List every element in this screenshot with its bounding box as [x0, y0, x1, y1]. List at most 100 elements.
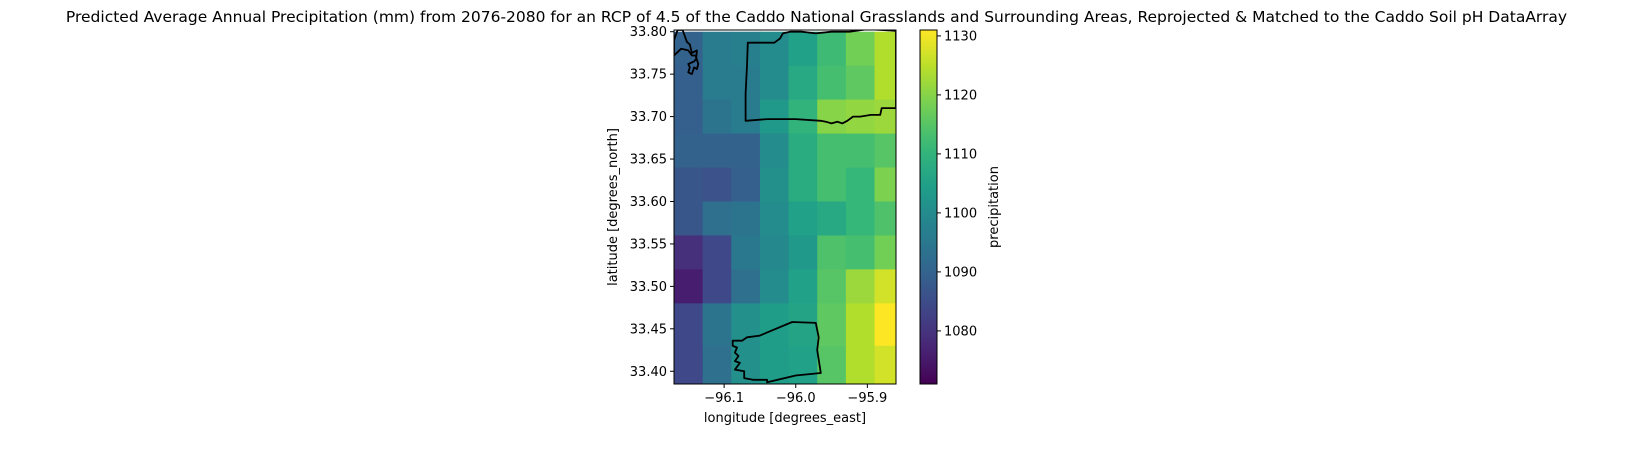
- x-tick-label: −95.9: [847, 391, 887, 406]
- y-tick-label: 33.80: [630, 25, 667, 40]
- heatmap-cell: [759, 167, 790, 203]
- heatmap-cell: [702, 133, 732, 169]
- y-tick-label: 33.70: [630, 110, 667, 125]
- heatmap-cell: [874, 133, 896, 169]
- heatmap-cell: [674, 201, 704, 237]
- heatmap-cell: [731, 31, 761, 67]
- heatmap-cell: [874, 31, 896, 67]
- x-axis: −96.1 −96.0 −95.9: [704, 384, 887, 406]
- heatmap-cell: [674, 303, 704, 347]
- heatmap-cell: [845, 65, 876, 101]
- heatmap-cell: [845, 345, 876, 384]
- heatmap-cell: [817, 303, 847, 347]
- colorbar-tick-label: 1130: [944, 29, 977, 44]
- heatmap-cell: [817, 99, 847, 135]
- heatmap-cell: [759, 99, 790, 135]
- heatmap-cell: [845, 303, 876, 347]
- chart-title: Predicted Average Annual Precipitation (…: [65, 8, 1568, 26]
- y-tick-label: 33.40: [630, 365, 667, 380]
- heatmap-cell: [845, 133, 876, 169]
- heatmap-cell: [817, 201, 847, 237]
- heatmap-cell: [674, 133, 704, 169]
- heatmap-cell: [788, 133, 818, 169]
- heatmap-cell: [759, 65, 790, 101]
- colorbar: [919, 29, 938, 385]
- y-tick-label: 33.60: [630, 195, 667, 210]
- heatmap-cell: [845, 201, 876, 237]
- heatmap-cell: [874, 65, 896, 101]
- colorbar-tick-label: 1080: [944, 324, 977, 339]
- heatmap-cell: [845, 235, 876, 270]
- heatmap-cell: [702, 345, 732, 384]
- y-tick-label: 33.65: [630, 153, 667, 168]
- heatmap-cell: [788, 235, 818, 270]
- heatmap-cell: [817, 31, 847, 67]
- heatmap-cell: [759, 345, 790, 384]
- y-axis: 33.40 33.45 33.50 33.55 33.60 33.65 33.70 33.75…: [630, 25, 674, 380]
- colorbar-axis: 1080 1090 1100 1110 1120 1130: [937, 29, 977, 339]
- heatmap-cell: [731, 269, 761, 304]
- grassland-boundaries: [674, 30, 896, 384]
- heatmap-cell: [874, 235, 896, 270]
- heatmap-cell: [702, 303, 732, 347]
- heatmap-cell: [817, 235, 847, 270]
- heatmap-cell: [674, 345, 704, 384]
- heatmap-cell: [874, 269, 896, 304]
- heatmap-cell: [788, 65, 818, 101]
- heatmap-cell: [674, 167, 704, 203]
- x-tick-label: −96.0: [776, 391, 816, 406]
- boundary-outline: [674, 30, 700, 75]
- heatmap-cell: [817, 65, 847, 101]
- colorbar-tick-label: 1090: [944, 265, 977, 280]
- heatmap-cell: [759, 269, 790, 304]
- heatmap-cell: [817, 133, 847, 169]
- y-tick-label: 33.55: [630, 237, 667, 252]
- colorbar-label: precipitation: [987, 166, 1002, 248]
- heatmap-cell: [674, 31, 704, 67]
- heatmap-cell: [845, 269, 876, 304]
- heatmap-cell: [702, 201, 732, 237]
- heatmap-cell: [674, 99, 704, 135]
- colorbar-tick-label: 1100: [944, 206, 977, 221]
- x-axis-label: longitude [degrees_east]: [704, 411, 866, 426]
- heatmap-cell: [731, 235, 761, 270]
- heatmap-cell: [788, 345, 818, 384]
- y-axis-label: latitude [degrees_north]: [606, 128, 621, 286]
- heatmap-cell: [874, 303, 896, 347]
- heatmap-cell: [845, 31, 876, 67]
- heatmap-cell: [874, 167, 896, 203]
- heatmap-cell: [759, 201, 790, 237]
- heatmap-cell: [874, 201, 896, 237]
- heatmap-cell: [702, 235, 732, 270]
- heatmap-cell: [731, 303, 761, 347]
- heatmap-cell: [702, 31, 732, 67]
- heatmap-cell: [788, 201, 818, 237]
- heatmap-cell: [788, 269, 818, 304]
- heatmap-cell: [702, 65, 732, 101]
- heatmap-cell: [788, 167, 818, 203]
- heatmap-cell: [788, 99, 818, 135]
- heatmap-cell: [788, 303, 818, 347]
- heatmap-cell: [702, 99, 732, 135]
- heatmap-cell: [674, 235, 704, 270]
- heatmap-cell: [845, 167, 876, 203]
- heatmap-cells: [674, 31, 896, 384]
- plot-frame: [673, 29, 897, 385]
- y-tick-label: 33.45: [630, 322, 667, 337]
- heatmap-cell: [759, 133, 790, 169]
- colorbar-tick-label: 1120: [944, 88, 977, 103]
- heatmap-cell: [759, 235, 790, 270]
- heatmap-cell: [702, 167, 732, 203]
- x-tick-label: −96.1: [704, 391, 744, 406]
- colorbar-tick-label: 1110: [944, 147, 977, 162]
- heatmap-cell: [731, 133, 761, 169]
- boundary-outline: [731, 321, 822, 384]
- heatmap-cell: [731, 201, 761, 237]
- y-tick-label: 33.75: [630, 68, 667, 83]
- heatmap-cell: [817, 345, 847, 384]
- heatmap-cell: [817, 167, 847, 203]
- heatmap-cell: [731, 167, 761, 203]
- heatmap-cell: [874, 99, 896, 135]
- heatmap-cell: [788, 31, 818, 67]
